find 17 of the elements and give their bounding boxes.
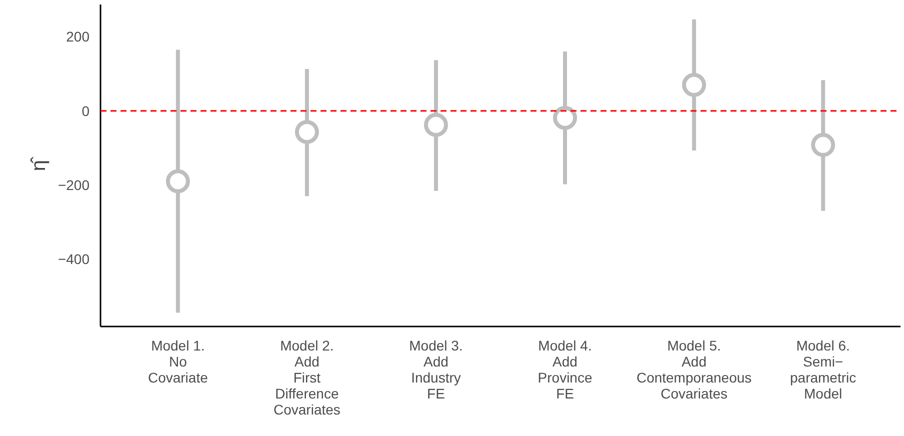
x-tick-label: Model 1. No Covariate	[148, 338, 208, 386]
y-tick-label: 0	[82, 102, 90, 119]
y-tick-label: −400	[58, 251, 90, 268]
point	[166, 169, 190, 194]
x-tick-label: Model 5. Add Contemporaneous Covariates	[636, 338, 752, 402]
point	[553, 106, 578, 130]
x-tick-label: Model 6. Semi− parametric Model	[790, 338, 856, 402]
x-tick-label: Model 4. Add Province FE	[538, 338, 592, 402]
y-axis-title: η̂	[28, 156, 50, 172]
point	[424, 112, 448, 137]
y-tick-label: 200	[66, 28, 90, 45]
x-tick-label: Model 3. Add Industry FE	[409, 338, 463, 402]
point	[811, 132, 836, 157]
y-tick-label: −200	[58, 176, 90, 193]
x-tick-label: Model 2. Add First Difference Covariates	[273, 338, 340, 418]
point	[682, 72, 706, 97]
point	[294, 120, 319, 144]
